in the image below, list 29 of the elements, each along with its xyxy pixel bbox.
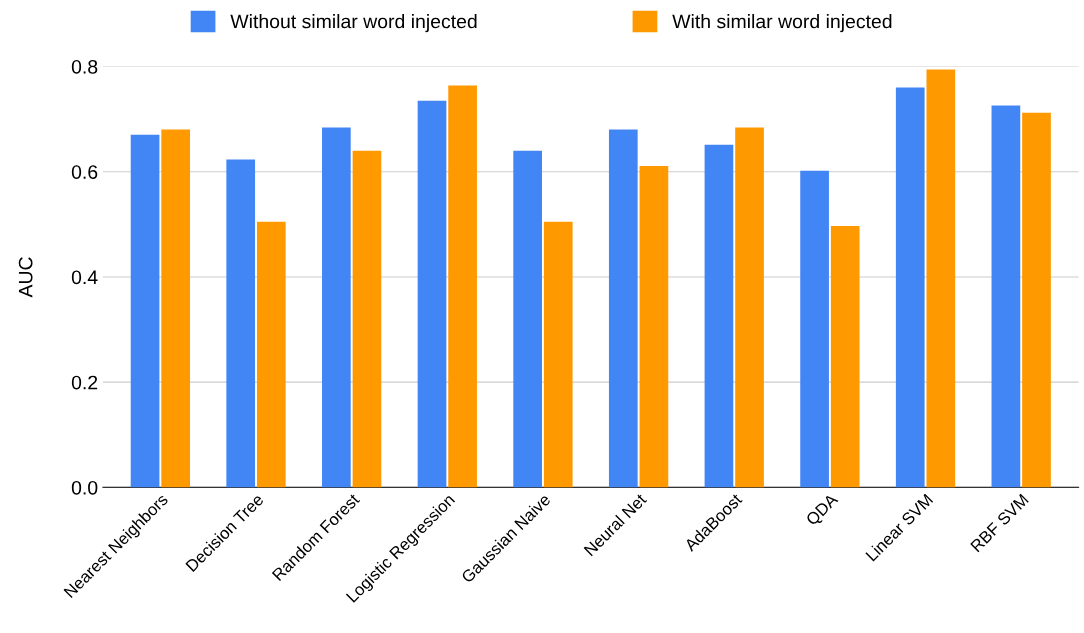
bar <box>991 105 1021 488</box>
bar <box>256 221 286 488</box>
bar <box>639 165 669 488</box>
bar <box>830 225 860 488</box>
bar <box>800 170 829 488</box>
y-tick-label: 0.6 <box>71 165 98 179</box>
legend-label: Without similar word injected <box>230 14 477 33</box>
y-tick-label: 0.4 <box>71 270 98 285</box>
y-tick-label: 0.0 <box>71 480 98 495</box>
bar <box>608 129 638 488</box>
bar <box>895 87 925 488</box>
legend-label: With similar word injected <box>672 14 892 33</box>
y-axis-title: AUC <box>18 257 33 298</box>
y-tick-label: 0.2 <box>71 375 98 390</box>
bar <box>226 159 256 488</box>
bar <box>513 150 542 488</box>
bar <box>448 85 477 488</box>
x-tick-label: QDA <box>805 492 841 529</box>
bar <box>161 129 191 488</box>
bar <box>130 134 160 488</box>
bar <box>352 150 382 488</box>
y-tick-label: 0.8 <box>71 59 98 74</box>
bar <box>417 100 447 488</box>
bar <box>926 69 956 488</box>
bar <box>322 127 351 488</box>
bar <box>543 221 573 488</box>
bar <box>735 127 764 488</box>
bar <box>1022 112 1051 488</box>
bar <box>704 144 734 488</box>
